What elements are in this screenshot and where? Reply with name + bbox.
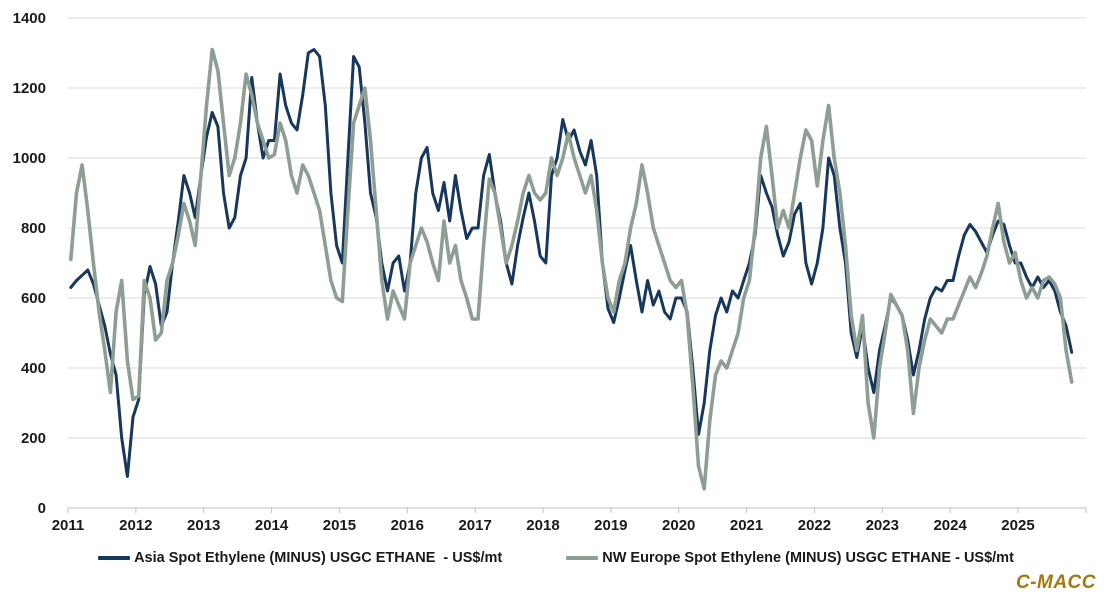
y-tick-label: 1000 [13,150,46,167]
y-tick-label: 1400 [13,10,46,27]
y-tick-label: 400 [21,360,46,377]
y-tick-label: 800 [21,220,46,237]
x-tick-label: 2022 [798,517,831,534]
x-tick-label: 2025 [1001,517,1034,534]
nw-europe-series-line [69,47,1074,491]
x-tick-label: 2023 [866,517,899,534]
x-tick-label: 2016 [391,517,424,534]
nw-europe-series-label: NW Europe Spot Ethylene (MINUS) USGC ETH… [602,550,1014,566]
x-tick-label: 2017 [458,517,491,534]
x-tick-label: 2011 [52,517,85,534]
c-macc-logo: C-MACC [1015,572,1096,593]
x-tick-label: 2020 [662,517,695,534]
chart-legend: Asia Spot Ethylene (MINUS) USGC ETHANE -… [0,550,1112,566]
x-tick-label: 2018 [526,517,559,534]
x-tick-label: 2019 [594,517,627,534]
x-tick-label: 2012 [119,517,152,534]
x-tick-label: 2021 [730,517,763,534]
y-tick-label: 600 [21,290,46,307]
legend-item-nw-europe: NW Europe Spot Ethylene (MINUS) USGC ETH… [566,550,1014,566]
y-tick-label: 1200 [13,80,46,97]
x-tick-label: 2014 [255,517,289,534]
y-tick-label: 200 [21,430,46,447]
asia-series-label: Asia Spot Ethylene (MINUS) USGC ETHANE -… [134,550,503,566]
x-tick-label: 2024 [933,517,967,534]
x-tick-label: 2013 [187,517,220,534]
x-tick-label: 2015 [323,517,356,534]
asia-series-swatch [98,556,131,560]
y-tick-label: 0 [38,500,46,517]
nw-europe-series-swatch [566,556,599,560]
legend-item-asia: Asia Spot Ethylene (MINUS) USGC ETHANE -… [98,550,502,566]
